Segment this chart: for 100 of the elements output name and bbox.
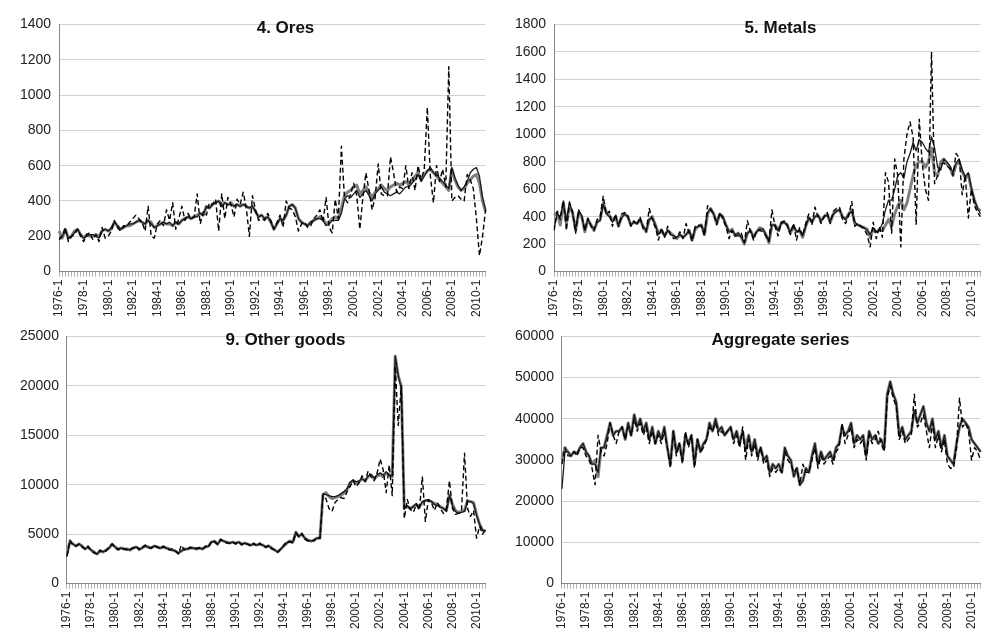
y-tick-label: 5000 [27,525,60,542]
x-tick-label: 1992-1 [252,591,267,630]
x-tick-label: 1988-1 [203,591,218,630]
x-tick-label: 2002-1 [867,591,882,630]
chart-title: 5. Metals [743,18,818,38]
x-tick-label: 1978-1 [76,279,90,318]
x-tick-label: 1998-1 [819,591,834,630]
x-tick-label: 2002-1 [865,279,880,318]
x-tick-label: 2000-1 [843,591,858,630]
x-tick-label: 1998-1 [321,279,336,318]
x-tick-label: 1980-1 [595,279,610,318]
x-tick-label: 1990-1 [722,591,737,630]
x-tick-label: 2004-1 [891,591,906,630]
x-tick-label: 1988-1 [693,279,708,318]
x-tick-label: 2004-1 [395,279,410,318]
x-tick-label: 2006-1 [419,279,434,318]
x-tick-label: 1992-1 [742,279,757,318]
x-tick-label: 1978-1 [571,279,585,318]
x-tick-label: 2010-1 [963,279,978,318]
x-tick-label: 2010-1 [963,591,978,630]
x-tick-label: 1990-1 [223,279,238,318]
x-tick-label: 1976-1 [546,279,561,318]
x-tick-label: 1976-1 [554,591,569,630]
y-tick-label: 25000 [19,327,60,344]
x-tick-label: 2000-1 [840,279,855,318]
x-tick-label: 1990-1 [227,591,242,630]
y-tick-label: 0 [538,262,547,279]
x-tick-label: 1978-1 [83,591,98,630]
x-tick-label: 2008-1 [444,279,459,318]
x-tick-label: 1984-1 [644,279,659,318]
y-tick-label: 1600 [514,42,547,59]
x-tick-label: 2010-1 [468,279,483,318]
y-tick-label: 200 [522,235,547,252]
x-tick-label: 1986-1 [669,279,684,318]
x-tick-label: 1996-1 [795,591,810,630]
x-tick-label: 1984-1 [149,279,164,318]
x-tick-label: 2004-1 [396,591,411,630]
x-tick-label: 1988-1 [198,279,213,318]
x-tick-label: 1976-1 [51,279,66,318]
x-tick-label: 1982-1 [131,591,146,630]
y-tick-label: 800 [27,121,52,138]
x-tick-label: 1986-1 [174,279,189,318]
x-tick-label: 1986-1 [674,591,689,630]
y-tick-label: 600 [522,180,547,197]
y-tick-label: 200 [27,227,52,244]
y-tick-label: 40000 [514,409,555,426]
x-tick-label: 1984-1 [155,591,170,630]
y-tick-label: 0 [43,262,52,279]
chart-title: 9. Other goods [224,330,347,350]
x-tick-label: 1994-1 [767,279,782,318]
x-tick-label: 1994-1 [272,279,287,318]
x-tick-label: 1996-1 [300,591,315,630]
y-tick-label: 1000 [514,125,547,142]
x-tick-label: 1996-1 [791,279,806,318]
y-tick-label: 10000 [19,475,60,492]
x-tick-label: 2002-1 [370,279,385,318]
x-tick-label: 2002-1 [372,591,387,630]
y-tick-label: 0 [51,574,60,591]
y-tick-label: 60000 [514,327,555,344]
y-tick-label: 1200 [19,50,52,67]
chart-title: 4. Ores [255,18,316,38]
y-tick-label: 1200 [514,97,547,114]
x-tick-label: 1982-1 [620,279,635,318]
y-tick-label: 1400 [514,70,547,87]
x-tick-label: 2008-1 [939,279,954,318]
x-tick-label: 2008-1 [444,591,459,630]
x-tick-label: 2006-1 [915,591,930,630]
chart-title: Aggregate series [710,330,851,350]
x-tick-label: 1982-1 [125,279,140,318]
x-tick-label: 2006-1 [420,591,435,630]
y-tick-label: 0 [546,574,555,591]
x-tick-label: 1984-1 [650,591,665,630]
x-tick-label: 1998-1 [324,591,339,630]
x-tick-label: 1990-1 [718,279,733,318]
x-tick-label: 1980-1 [602,591,617,630]
y-tick-label: 50000 [514,368,555,385]
x-tick-label: 2000-1 [345,279,360,318]
y-tick-label: 30000 [514,450,555,467]
x-tick-label: 1994-1 [771,591,786,630]
y-tick-label: 20000 [19,376,60,393]
x-tick-label: 1992-1 [247,279,262,318]
x-tick-label: 2008-1 [939,591,954,630]
y-tick-label: 1400 [19,15,52,32]
y-tick-label: 1800 [514,15,547,32]
y-tick-label: 15000 [19,426,60,443]
x-tick-label: 2006-1 [914,279,929,318]
y-tick-label: 600 [27,156,52,173]
x-tick-label: 1994-1 [276,591,291,630]
x-tick-label: 2010-1 [468,591,483,630]
x-tick-label: 1986-1 [179,591,194,630]
y-tick-label: 1000 [19,85,52,102]
x-tick-label: 1992-1 [747,591,762,630]
x-tick-label: 1988-1 [698,591,713,630]
y-tick-label: 800 [522,152,547,169]
y-tick-label: 400 [27,191,52,208]
x-tick-label: 1996-1 [296,279,311,318]
y-tick-label: 400 [522,207,547,224]
x-tick-label: 1976-1 [59,591,74,630]
x-tick-label: 2004-1 [890,279,905,318]
y-tick-label: 20000 [514,492,555,509]
